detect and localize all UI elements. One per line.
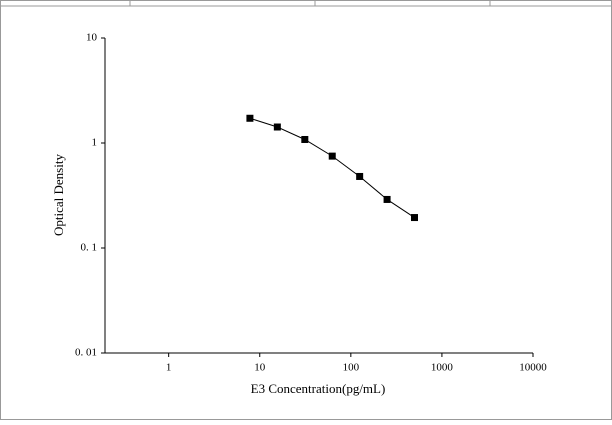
x-axis-title: E3 Concentration(pg/mL) xyxy=(251,381,386,396)
data-point xyxy=(410,214,418,222)
data-point xyxy=(356,172,364,180)
data-point xyxy=(246,114,254,122)
x-tick-label: 10 xyxy=(254,362,266,374)
data-point xyxy=(273,123,281,131)
y-tick-label: 1 xyxy=(92,137,98,149)
x-tick-label: 100 xyxy=(343,362,360,374)
data-point xyxy=(328,152,336,160)
y-axis-title: Optical Density xyxy=(51,154,66,236)
x-tick-label: 10000 xyxy=(519,362,547,374)
data-point xyxy=(301,135,309,143)
x-tick-label: 1 xyxy=(166,362,172,374)
y-tick-label: 0. 01 xyxy=(75,347,97,359)
data-point xyxy=(383,195,391,203)
y-tick-label: 0. 1 xyxy=(81,242,98,254)
x-tick-label: 1000 xyxy=(431,362,454,374)
y-tick-label: 10 xyxy=(86,32,98,44)
